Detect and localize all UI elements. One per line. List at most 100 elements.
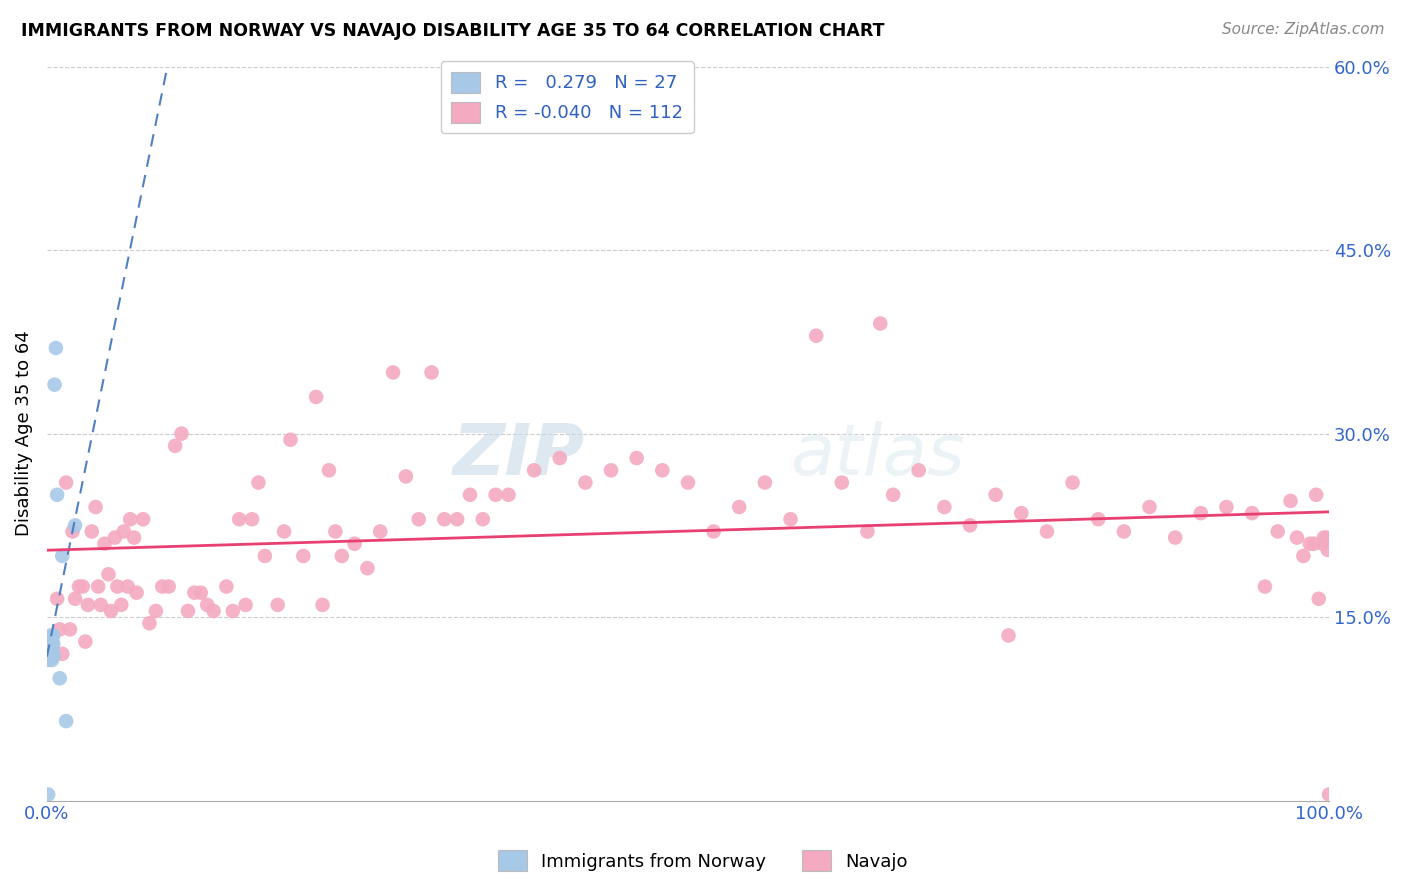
Point bbox=[984, 488, 1007, 502]
Point bbox=[37, 788, 59, 802]
Point bbox=[458, 488, 481, 502]
Point bbox=[51, 549, 73, 563]
Point bbox=[44, 377, 66, 392]
Point bbox=[38, 637, 60, 651]
Point bbox=[325, 524, 347, 539]
Point bbox=[117, 580, 139, 594]
Point bbox=[84, 500, 107, 514]
Point bbox=[228, 512, 250, 526]
Point bbox=[190, 585, 212, 599]
Point bbox=[651, 463, 673, 477]
Point bbox=[1292, 549, 1315, 563]
Point bbox=[55, 714, 77, 728]
Point bbox=[676, 475, 699, 490]
Point bbox=[728, 500, 751, 514]
Point bbox=[446, 512, 468, 526]
Point bbox=[471, 512, 494, 526]
Point bbox=[222, 604, 245, 618]
Point bbox=[330, 549, 353, 563]
Text: Source: ZipAtlas.com: Source: ZipAtlas.com bbox=[1222, 22, 1385, 37]
Point bbox=[1279, 494, 1302, 508]
Point bbox=[266, 598, 288, 612]
Point bbox=[55, 475, 77, 490]
Point bbox=[202, 604, 225, 618]
Point bbox=[41, 647, 63, 661]
Point bbox=[39, 640, 62, 655]
Point bbox=[41, 634, 63, 648]
Point bbox=[59, 623, 82, 637]
Point bbox=[1036, 524, 1059, 539]
Point bbox=[433, 512, 456, 526]
Point bbox=[626, 451, 648, 466]
Point bbox=[1087, 512, 1109, 526]
Point bbox=[1316, 542, 1339, 557]
Point bbox=[46, 488, 69, 502]
Point bbox=[87, 580, 110, 594]
Point bbox=[804, 328, 827, 343]
Point bbox=[62, 524, 84, 539]
Point bbox=[120, 512, 142, 526]
Point bbox=[93, 537, 115, 551]
Point bbox=[318, 463, 340, 477]
Point bbox=[39, 649, 62, 664]
Point bbox=[1299, 537, 1322, 551]
Point bbox=[125, 585, 148, 599]
Point bbox=[343, 537, 366, 551]
Point bbox=[38, 649, 60, 664]
Point bbox=[368, 524, 391, 539]
Point bbox=[145, 604, 167, 618]
Point bbox=[45, 341, 67, 355]
Point bbox=[754, 475, 776, 490]
Point bbox=[46, 591, 69, 606]
Point bbox=[498, 488, 520, 502]
Legend: Immigrants from Norway, Navajo: Immigrants from Norway, Navajo bbox=[491, 843, 915, 879]
Point bbox=[38, 647, 60, 661]
Point bbox=[253, 549, 276, 563]
Point bbox=[1317, 788, 1340, 802]
Point bbox=[292, 549, 315, 563]
Point bbox=[132, 512, 155, 526]
Text: IMMIGRANTS FROM NORWAY VS NAVAJO DISABILITY AGE 35 TO 64 CORRELATION CHART: IMMIGRANTS FROM NORWAY VS NAVAJO DISABIL… bbox=[21, 22, 884, 40]
Point bbox=[183, 585, 205, 599]
Point bbox=[170, 426, 193, 441]
Point bbox=[100, 604, 122, 618]
Point bbox=[247, 475, 270, 490]
Point bbox=[1267, 524, 1289, 539]
Point bbox=[1112, 524, 1135, 539]
Point bbox=[600, 463, 623, 477]
Point bbox=[122, 531, 145, 545]
Point bbox=[110, 598, 132, 612]
Point bbox=[1312, 537, 1334, 551]
Point bbox=[107, 580, 129, 594]
Point bbox=[1315, 531, 1337, 545]
Point bbox=[72, 580, 94, 594]
Point bbox=[42, 628, 65, 642]
Text: atlas: atlas bbox=[790, 421, 965, 490]
Point bbox=[90, 598, 112, 612]
Point bbox=[39, 628, 62, 642]
Point bbox=[856, 524, 879, 539]
Point bbox=[150, 580, 173, 594]
Point bbox=[37, 640, 59, 655]
Point bbox=[356, 561, 378, 575]
Point bbox=[75, 634, 97, 648]
Point bbox=[959, 518, 981, 533]
Text: ZIP: ZIP bbox=[453, 421, 585, 490]
Point bbox=[67, 580, 90, 594]
Y-axis label: Disability Age 35 to 64: Disability Age 35 to 64 bbox=[15, 331, 32, 536]
Point bbox=[305, 390, 328, 404]
Point bbox=[869, 317, 891, 331]
Point bbox=[42, 647, 65, 661]
Point bbox=[80, 524, 103, 539]
Point bbox=[41, 653, 63, 667]
Point bbox=[37, 653, 59, 667]
Point bbox=[1189, 506, 1212, 520]
Point bbox=[177, 604, 200, 618]
Point bbox=[273, 524, 295, 539]
Point bbox=[997, 628, 1019, 642]
Point bbox=[408, 512, 430, 526]
Point bbox=[165, 439, 187, 453]
Point bbox=[235, 598, 257, 612]
Point bbox=[1308, 591, 1330, 606]
Point bbox=[395, 469, 418, 483]
